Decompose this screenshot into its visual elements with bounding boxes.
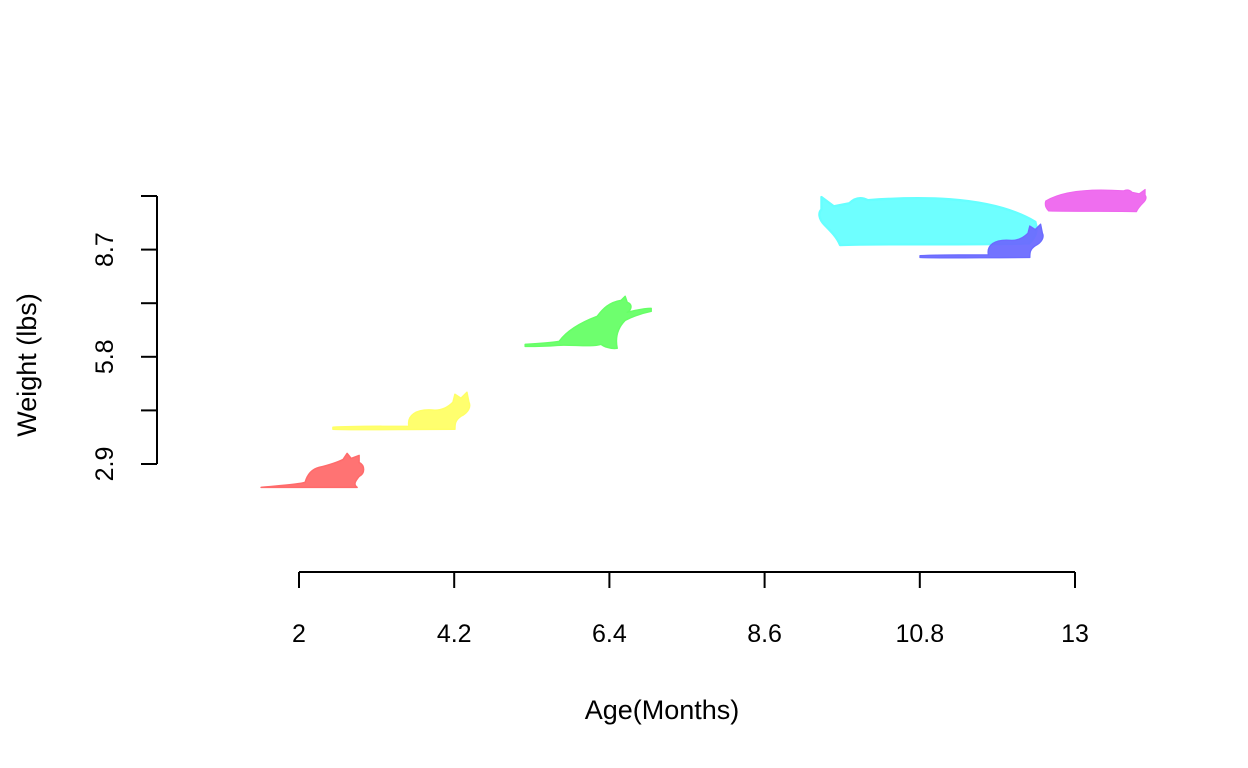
cat-marker-5 <box>919 223 1044 259</box>
data-points <box>260 188 1147 489</box>
y-tick-label: 5.8 <box>91 339 119 374</box>
cat-silhouette <box>524 295 652 350</box>
y-tick-label: 2.9 <box>91 447 119 482</box>
cat-silhouette <box>1044 188 1147 213</box>
x-tick-label: 10.8 <box>895 620 944 648</box>
x-tick-label: 2 <box>292 620 306 648</box>
x-tick-label: 4.2 <box>437 620 472 648</box>
cat-silhouette <box>919 223 1044 259</box>
cat-marker-1 <box>260 452 365 489</box>
cat-marker-4 <box>818 195 1038 247</box>
cat-silhouette <box>818 195 1038 247</box>
y-axis-title: Weight (lbs) <box>12 293 42 437</box>
x-tick-label: 6.4 <box>592 620 627 648</box>
cat-silhouette <box>332 391 471 431</box>
y-tick-label: 8.7 <box>91 232 119 267</box>
x-tick-label: 8.6 <box>747 620 782 648</box>
cat-marker-2 <box>332 391 471 431</box>
y-axis: 2.9 5.8 8.7 <box>91 195 158 482</box>
x-axis: 2 4.2 6.4 8.6 10.8 13 <box>292 571 1089 648</box>
x-tick-label: 13 <box>1061 620 1089 648</box>
cat-silhouette <box>260 452 365 489</box>
x-axis-title: Age(Months) <box>585 695 740 725</box>
cat-marker-6 <box>1044 188 1147 213</box>
cat-marker-3 <box>524 295 652 350</box>
